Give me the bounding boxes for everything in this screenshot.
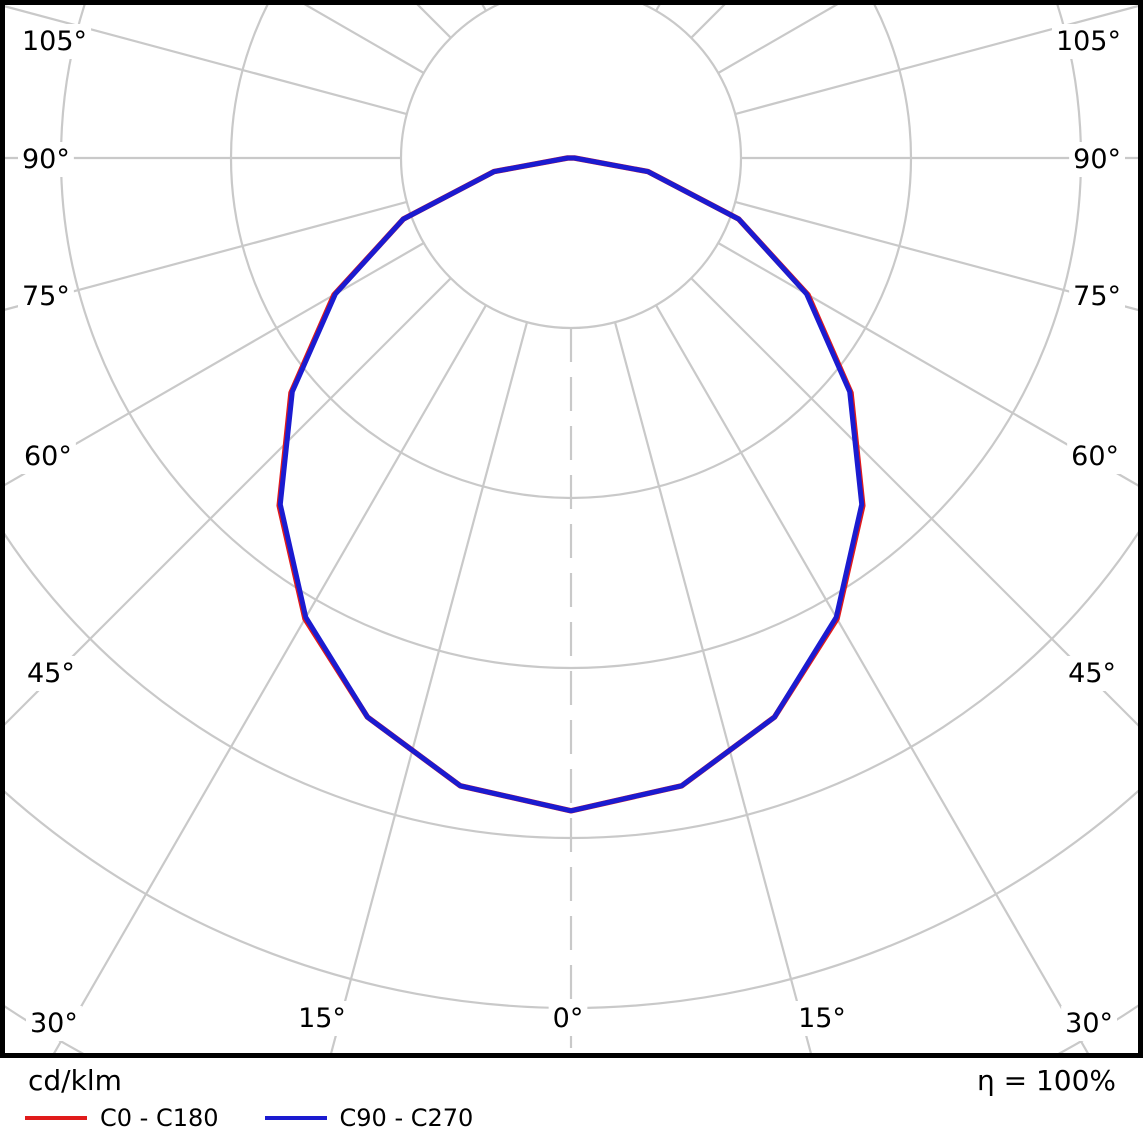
grid-spoke--60 <box>4 242 425 487</box>
grid-spoke-75 <box>734 200 1139 312</box>
plot-frame <box>0 0 1143 1058</box>
legend: C0 - C180 C90 - C270 <box>25 1104 473 1132</box>
grid-spoke-30 <box>655 304 1089 1053</box>
angle-label-bg <box>18 24 92 59</box>
angle-label-bg <box>20 439 76 474</box>
grid-ring-200 <box>230 4 912 499</box>
unit-label: cd/klm <box>28 1064 122 1097</box>
angle-label-bg <box>26 1006 82 1041</box>
angle-label: 60° <box>24 441 72 472</box>
angle-label-bg <box>18 279 74 314</box>
angle-label-bg <box>794 1001 850 1036</box>
angle-label-bg <box>1061 1006 1117 1041</box>
legend-item-c0-c180: C0 - C180 <box>25 1104 219 1132</box>
angle-label: 75° <box>22 281 70 312</box>
angle-label: 45° <box>1068 658 1116 689</box>
angle-label-bg <box>548 1001 588 1036</box>
legend-item-c90-c270: C90 - C270 <box>264 1104 474 1132</box>
efficiency-label: η = 100% <box>976 1064 1116 1097</box>
angle-label: 30° <box>1065 1008 1113 1039</box>
angle-label: 90° <box>22 144 70 175</box>
angle-label-bg <box>1051 24 1125 59</box>
angle-label-bg <box>294 1001 350 1036</box>
legend-label-c90-c270: C90 - C270 <box>339 1104 474 1132</box>
angle-label: 60° <box>1071 441 1119 472</box>
grid-spoke--30 <box>53 304 487 1053</box>
angle-label: 75° <box>1073 281 1121 312</box>
grid-spoke-105 <box>734 4 1139 116</box>
grid-spoke--75 <box>4 200 408 312</box>
angle-label-bg <box>1069 279 1125 314</box>
grid-spoke--15 <box>330 321 529 1053</box>
grid-ring-100 <box>399 4 743 330</box>
angle-label: 45° <box>27 658 75 689</box>
intensity-curves <box>276 155 866 814</box>
angle-label-bg <box>1064 656 1120 691</box>
angle-label: 15° <box>298 1003 346 1034</box>
curve-c90-c270 <box>277 155 865 814</box>
legend-label-c0-c180: C0 - C180 <box>100 1104 219 1132</box>
angle-label: 30° <box>30 1008 78 1039</box>
angle-label: 90° <box>1073 144 1121 175</box>
angle-label-bg <box>18 142 74 177</box>
angle-label-bg <box>1069 142 1125 177</box>
angle-label: 105° <box>1056 26 1121 57</box>
angle-label: 105° <box>22 26 87 57</box>
legend-line-blue-icon <box>264 1116 327 1120</box>
angle-label: 0° <box>553 1003 584 1034</box>
angle-label: 15° <box>798 1003 846 1034</box>
grid-ring-400 <box>4 529 1139 839</box>
angle-label-bg <box>1067 439 1123 474</box>
grid-spoke-15 <box>613 321 812 1053</box>
angle-label-bg <box>23 656 79 691</box>
legend-line-red-icon <box>25 1116 87 1120</box>
grid-spoke-60 <box>717 242 1139 488</box>
angle-labels: 105° 105° 90° 90° 75° 75° 60° 60° 45° 45° 30° 30° 15… <box>18 24 1125 1041</box>
grid-spoke--105 <box>4 4 408 116</box>
